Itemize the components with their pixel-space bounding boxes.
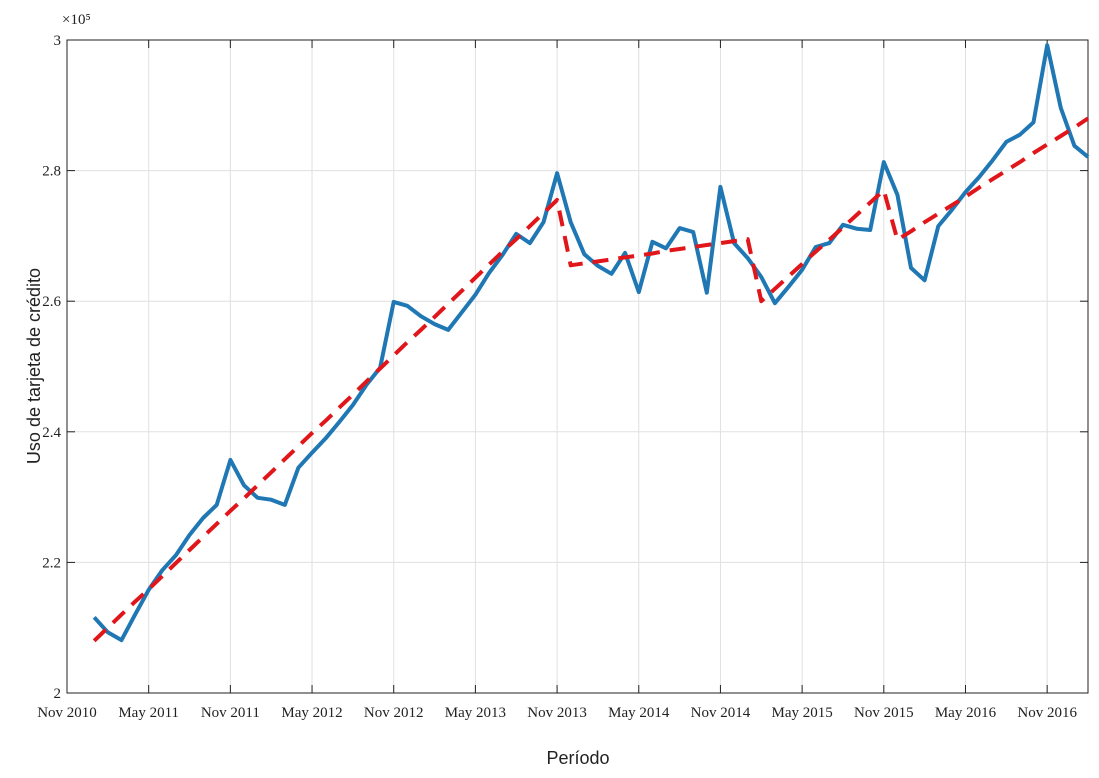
plot-frame xyxy=(66,39,1089,694)
x-tick-label: Nov 2015 xyxy=(854,705,914,721)
data-line xyxy=(92,43,1090,643)
y-tick-label: 2 xyxy=(54,686,62,702)
x-tick-label: May 2016 xyxy=(935,705,997,721)
x-tick-label: May 2014 xyxy=(608,705,670,721)
x-tick-label: Nov 2012 xyxy=(364,705,424,721)
x-tick-label: May 2011 xyxy=(118,705,179,721)
y-tick-label: 3 xyxy=(54,33,62,49)
y-tick-label: 2.8 xyxy=(42,164,61,180)
x-axis-label: Período xyxy=(546,748,609,768)
y-tick-label: 2.4 xyxy=(42,425,61,441)
x-tick-label: May 2012 xyxy=(281,705,342,721)
y-axis-label: Uso de tarjeta de crédito xyxy=(24,268,44,464)
x-tick-label: Nov 2014 xyxy=(691,705,751,721)
x-tick-label: Nov 2013 xyxy=(527,705,587,721)
x-tick-label: Nov 2016 xyxy=(1017,705,1077,721)
x-tick-label: Nov 2011 xyxy=(201,705,260,721)
y-tick-label: 2.2 xyxy=(42,555,61,571)
x-tick-label: Nov 2010 xyxy=(37,705,97,721)
x-tick-label: May 2013 xyxy=(445,705,506,721)
x-tick-label: May 2015 xyxy=(771,705,832,721)
y-tick-label: 2.6 xyxy=(42,294,61,310)
y-multiplier: ×10⁵ xyxy=(62,12,91,28)
